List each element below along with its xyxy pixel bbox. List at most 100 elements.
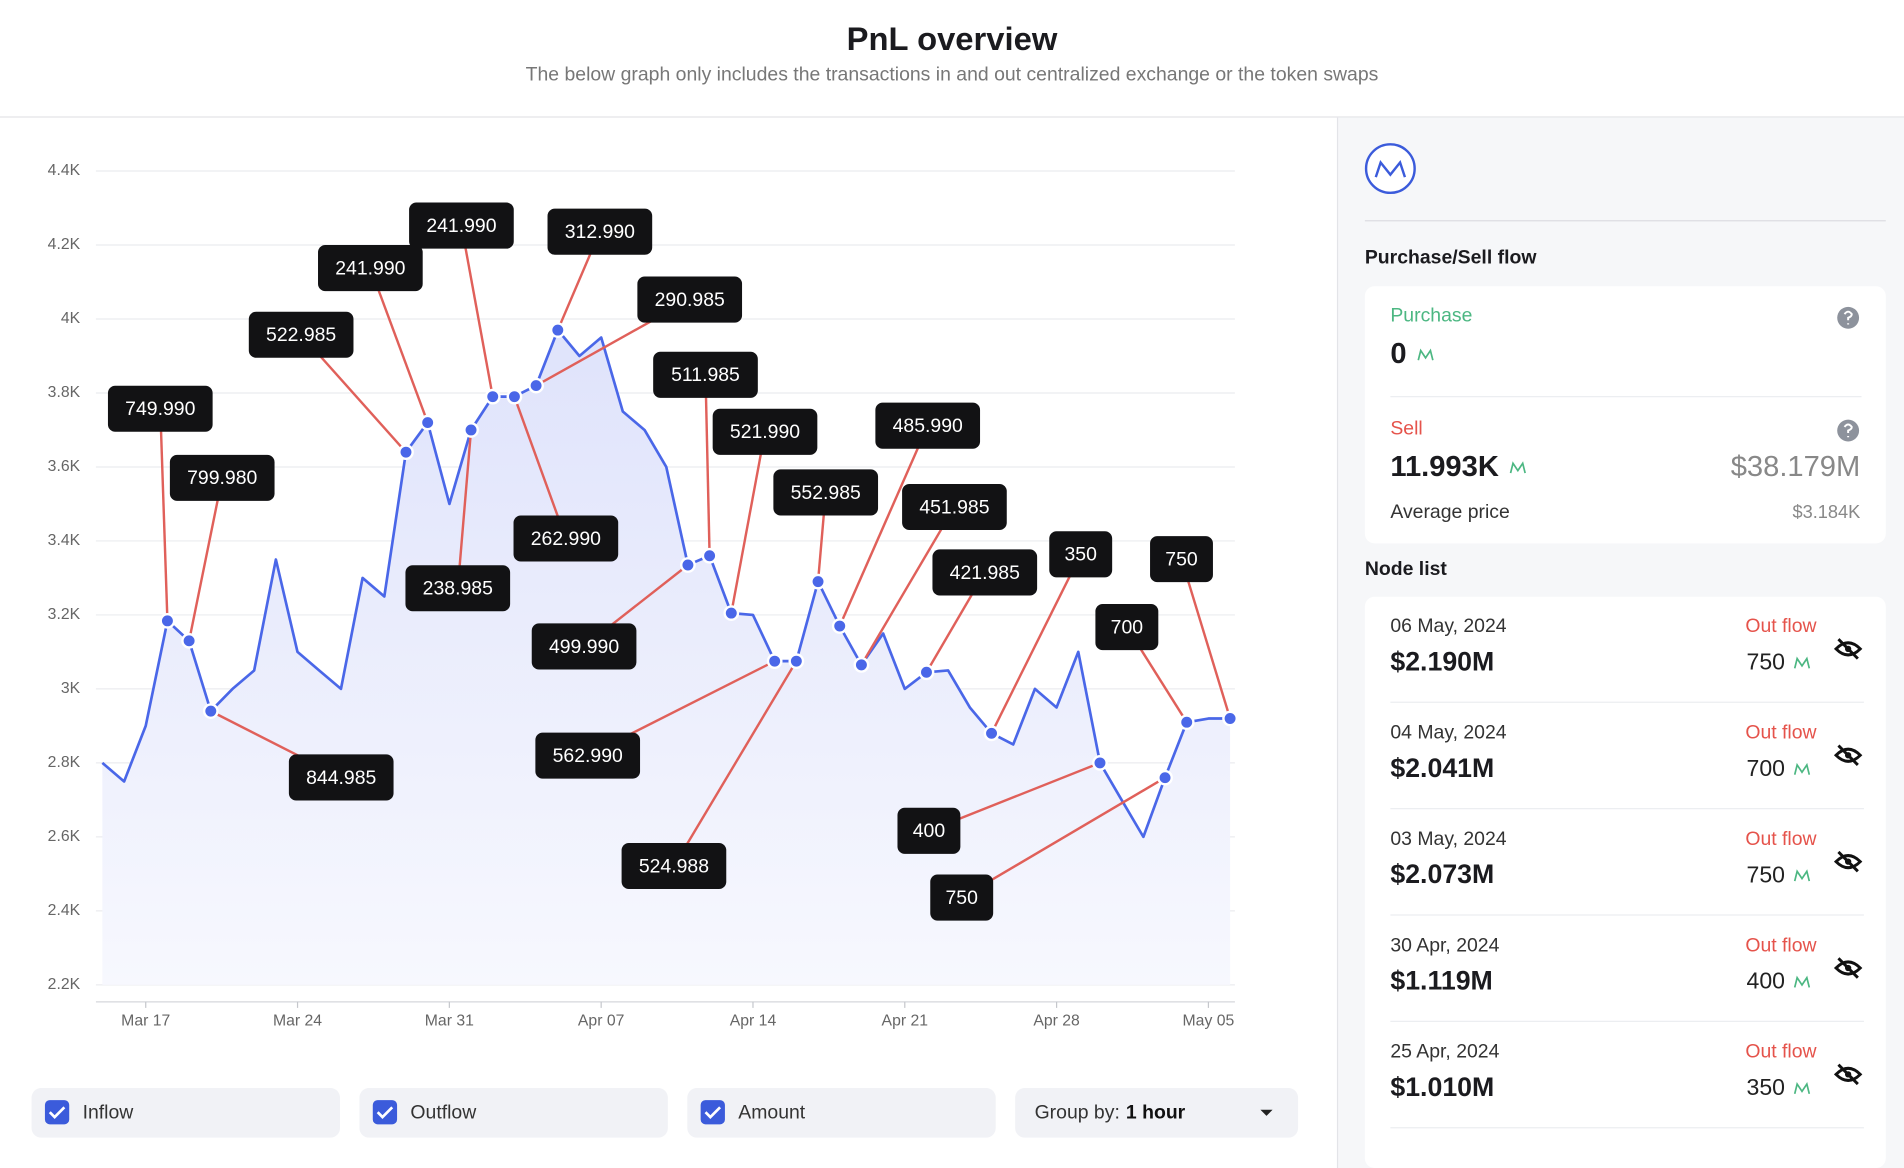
flow-card xyxy=(1364,286,1886,544)
callout-box xyxy=(531,623,637,670)
markers xyxy=(159,322,1238,786)
amount-toggle[interactable] xyxy=(687,1087,996,1138)
checkbox[interactable] xyxy=(700,1100,725,1125)
group-by-value: 1 hour xyxy=(1126,1102,1186,1124)
y-tick-label: 3.8K xyxy=(48,384,81,401)
callout-box xyxy=(637,276,743,323)
x-tick-label: Apr 21 xyxy=(882,1012,928,1029)
node-amount: 400 xyxy=(1747,968,1785,994)
node-amount: 350 xyxy=(1747,1074,1785,1100)
callout-label: 700 xyxy=(1111,616,1144,638)
node-usd: $2.073M xyxy=(1390,859,1494,889)
token-logo xyxy=(1364,143,1416,195)
callout-label: 421.985 xyxy=(950,562,1020,584)
y-tick-label: 2.4K xyxy=(48,902,81,919)
callout-box xyxy=(712,408,818,455)
flow-marker[interactable] xyxy=(1178,714,1195,731)
flow-marker[interactable] xyxy=(1092,755,1108,771)
callout-label: 350 xyxy=(1065,544,1098,566)
callout-label: 262.990 xyxy=(531,528,601,550)
node-usd: $2.041M xyxy=(1390,753,1494,783)
y-tick-label: 3.2K xyxy=(48,606,81,623)
flow-marker[interactable] xyxy=(788,653,805,670)
callout-box xyxy=(1049,531,1113,578)
callout-box xyxy=(405,565,511,612)
flow-marker[interactable] xyxy=(159,612,176,629)
flow-marker[interactable] xyxy=(528,377,544,394)
flow-marker[interactable] xyxy=(810,573,826,590)
flow-marker[interactable] xyxy=(701,547,718,564)
callout-label: 400 xyxy=(913,820,946,842)
x-tick-label: Mar 17 xyxy=(121,1012,170,1029)
flow-marker[interactable] xyxy=(1222,710,1238,727)
callout-label: 562.990 xyxy=(553,745,623,767)
callout-label: 511.985 xyxy=(671,364,740,386)
flow-marker[interactable] xyxy=(506,388,523,405)
flow-marker[interactable] xyxy=(680,557,696,573)
help-glyph xyxy=(1843,310,1853,325)
x-tick-label: Apr 28 xyxy=(1033,1012,1080,1029)
callout-box xyxy=(653,351,758,398)
flow-marker[interactable] xyxy=(419,414,436,431)
callout-box xyxy=(897,807,961,854)
flow-marker[interactable] xyxy=(398,444,414,461)
flow-marker[interactable] xyxy=(831,618,848,634)
section-title: Purchase/Sell flow xyxy=(1365,246,1537,268)
callout-box xyxy=(318,245,423,292)
flow-marker[interactable] xyxy=(1157,769,1173,786)
node-list xyxy=(1364,596,1886,1168)
callout-box xyxy=(1095,604,1159,651)
flow-marker[interactable] xyxy=(549,322,566,338)
callout-label: 290.985 xyxy=(655,289,725,311)
callout-label: 750 xyxy=(1165,548,1198,570)
flow-marker[interactable] xyxy=(484,388,501,405)
x-tick-label: Mar 24 xyxy=(273,1012,322,1029)
y-tick-label: 4.2K xyxy=(48,236,81,253)
outflow-toggle[interactable] xyxy=(359,1087,668,1138)
hide-icon-pupil xyxy=(1844,858,1852,865)
average-label: Average price xyxy=(1390,501,1509,523)
callout-connector xyxy=(513,396,567,539)
callout-label: 238.985 xyxy=(423,578,493,600)
flow-marker[interactable] xyxy=(181,632,198,649)
x-tick-label: Apr 14 xyxy=(730,1012,777,1029)
checkbox-label: Outflow xyxy=(410,1102,477,1124)
flow-marker[interactable] xyxy=(723,605,740,621)
x-tick-label: Mar 31 xyxy=(425,1012,474,1029)
average-price: $3.184K xyxy=(1792,502,1860,522)
y-tick-label: 2.6K xyxy=(48,828,81,845)
flow-marker[interactable] xyxy=(918,664,935,681)
callout-label: 451.985 xyxy=(919,496,989,518)
callout-label: 844.985 xyxy=(306,767,376,789)
token-icon xyxy=(1417,348,1434,361)
callout-box xyxy=(513,515,619,562)
node-flow: Out flow xyxy=(1745,828,1817,850)
callout-connector xyxy=(159,408,169,621)
hide-icon-pupil xyxy=(1844,964,1852,972)
node-date: 25 Apr, 2024 xyxy=(1390,1041,1499,1063)
checkbox[interactable] xyxy=(44,1100,70,1125)
callout-label: 749.990 xyxy=(125,398,195,420)
checkbox[interactable] xyxy=(372,1100,398,1125)
purchase-amount: 0 xyxy=(1390,338,1406,370)
flow-marker[interactable] xyxy=(766,653,783,670)
callout-label: 312.990 xyxy=(565,221,635,243)
callout-box xyxy=(535,732,641,779)
checkbox-label: Inflow xyxy=(83,1102,135,1124)
sell-usd: $38.179M xyxy=(1731,451,1861,483)
node-usd: $2.190M xyxy=(1390,647,1494,677)
node-flow: Out flow xyxy=(1745,615,1817,637)
flow-marker[interactable] xyxy=(202,703,219,719)
flow-marker[interactable] xyxy=(983,725,1000,742)
sell-amount: 11.993K xyxy=(1390,451,1499,483)
flow-marker[interactable] xyxy=(463,422,479,438)
node-usd: $1.119M xyxy=(1390,966,1492,996)
controls: Inflow Outflow Amount Group by: 1 hour xyxy=(31,1087,1299,1138)
y-tick-label: 3.6K xyxy=(48,458,81,475)
group-by-select[interactable] xyxy=(1015,1087,1299,1138)
inflow-toggle[interactable] xyxy=(31,1087,340,1138)
y-tick-label: 2.8K xyxy=(48,754,81,771)
flow-marker[interactable] xyxy=(853,656,870,673)
